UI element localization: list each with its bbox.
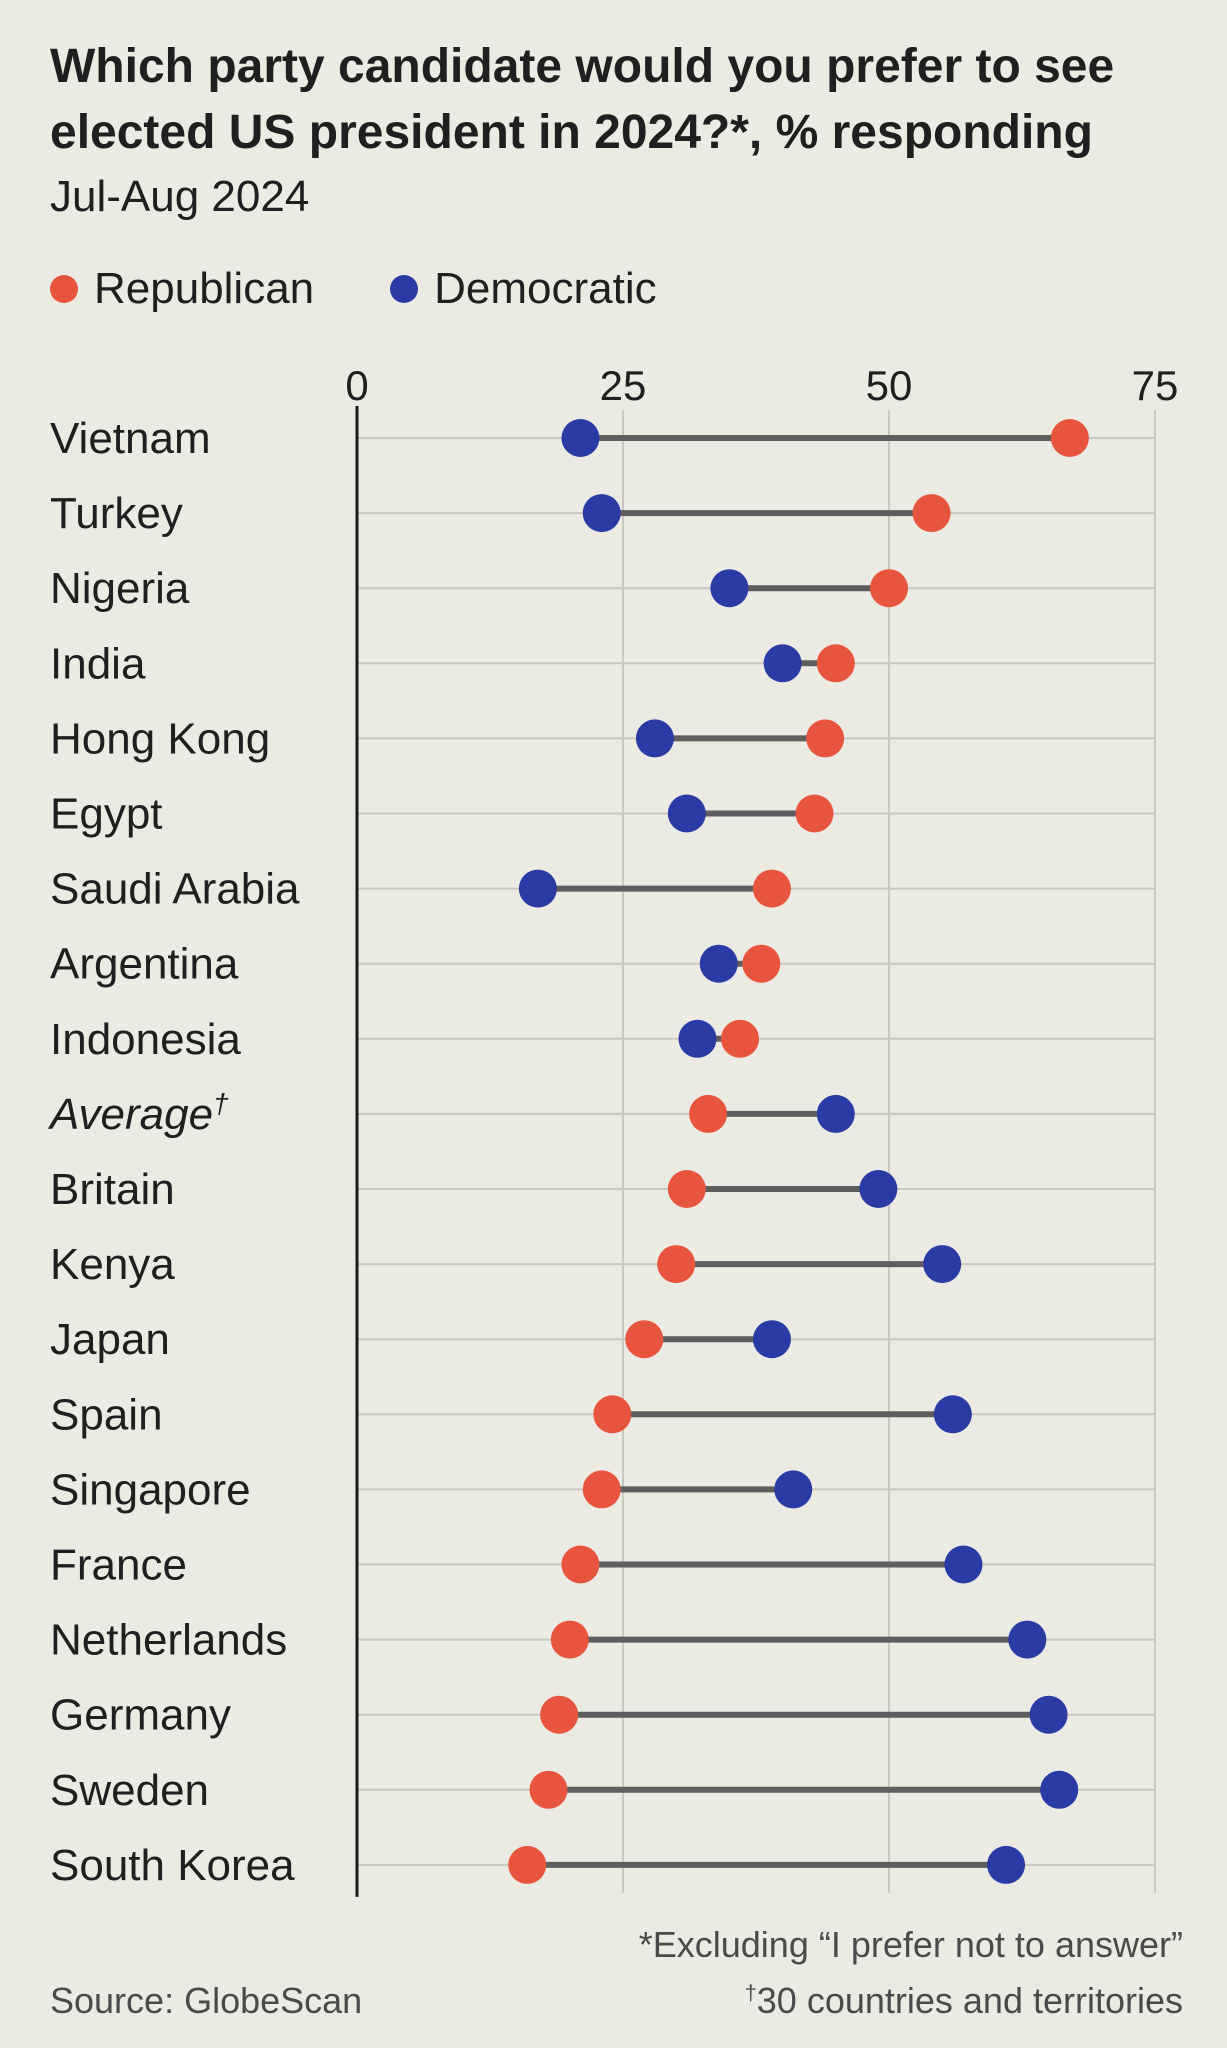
democratic-point bbox=[635, 719, 674, 758]
legend: Republican Democratic bbox=[50, 264, 733, 314]
chart-title: Which party candidate would you prefer t… bbox=[50, 40, 1115, 159]
republican-point bbox=[752, 869, 791, 908]
republican-point bbox=[561, 1545, 600, 1584]
democratic-point bbox=[561, 419, 600, 457]
democratic-point bbox=[752, 1320, 791, 1359]
category-label: India bbox=[50, 639, 146, 688]
republican-point bbox=[870, 569, 908, 608]
legend-item-democratic: Democratic bbox=[390, 264, 657, 314]
category-label: Germany bbox=[50, 1691, 231, 1740]
legend-item-republican: Republican bbox=[50, 264, 314, 314]
democratic-point bbox=[699, 944, 738, 983]
category-label: Spain bbox=[50, 1390, 163, 1439]
republican-point bbox=[721, 1019, 760, 1058]
footnote-excluding: *Excluding “I prefer not to answer” bbox=[638, 1924, 1183, 1965]
source-note: Source: GlobeScan bbox=[50, 1980, 363, 2021]
republican-point bbox=[1050, 419, 1089, 457]
democratic-point bbox=[944, 1545, 983, 1584]
republican-point bbox=[550, 1620, 589, 1659]
republican-point bbox=[806, 719, 845, 758]
republican-point bbox=[795, 794, 834, 833]
democratic-point bbox=[1008, 1620, 1047, 1659]
democratic-point bbox=[678, 1019, 717, 1058]
republican-point bbox=[529, 1770, 568, 1809]
x-tick-label-25: 25 bbox=[600, 362, 647, 409]
democratic-point bbox=[987, 1845, 1026, 1884]
republican-point bbox=[689, 1094, 728, 1133]
footnote-dagger-mark: † bbox=[744, 1980, 757, 2005]
footnote-countries: †30 countries and territories bbox=[745, 1980, 1183, 2022]
republican-point bbox=[508, 1845, 547, 1884]
category-label: Japan bbox=[50, 1315, 170, 1364]
democratic-point bbox=[763, 644, 802, 683]
category-label: Argentina bbox=[50, 940, 239, 989]
democratic-point bbox=[667, 794, 706, 833]
democratic-point bbox=[582, 494, 621, 533]
democratic-point bbox=[710, 569, 749, 608]
democratic-point bbox=[518, 869, 557, 908]
category-label: Netherlands bbox=[50, 1616, 287, 1665]
category-label: France bbox=[50, 1541, 187, 1590]
category-label: Hong Kong bbox=[50, 714, 270, 763]
category-label: Sweden bbox=[50, 1766, 209, 1815]
category-label: Indonesia bbox=[50, 1015, 241, 1064]
footnote-countries-text: 30 countries and territories bbox=[756, 1980, 1183, 2021]
democratic-point bbox=[774, 1470, 813, 1509]
democratic-point bbox=[859, 1170, 898, 1208]
category-label: Nigeria bbox=[50, 564, 190, 613]
republican-point bbox=[625, 1320, 664, 1359]
republican-point bbox=[742, 944, 781, 983]
category-label: Turkey bbox=[50, 489, 183, 538]
democratic-point bbox=[1040, 1770, 1079, 1809]
democratic-point bbox=[923, 1245, 962, 1284]
category-label: Saudi Arabia bbox=[50, 865, 300, 914]
category-label: Kenya bbox=[50, 1240, 175, 1289]
democratic-point bbox=[1029, 1695, 1068, 1734]
x-tick-label-75: 75 bbox=[1132, 362, 1179, 409]
category-label: South Korea bbox=[50, 1841, 295, 1890]
republican-point bbox=[816, 644, 855, 683]
republican-point bbox=[540, 1695, 579, 1734]
legend-swatch-democratic bbox=[390, 275, 419, 303]
x-tick-label-0: 0 bbox=[345, 362, 368, 409]
category-label: Britain bbox=[50, 1165, 175, 1214]
republican-point bbox=[657, 1245, 696, 1284]
dumbbell-chart: 0 25 50 75 Vietnam Turkey Nigeria India Hong Kon… bbox=[47, 362, 1179, 1897]
republican-point bbox=[593, 1395, 632, 1434]
category-label: Singapore bbox=[50, 1465, 251, 1514]
category-label-mark: † bbox=[213, 1088, 229, 1119]
democratic-point bbox=[933, 1395, 972, 1434]
chart-subtitle: Jul-Aug 2024 bbox=[50, 172, 310, 221]
democratic-point bbox=[816, 1094, 855, 1133]
republican-point bbox=[912, 494, 951, 533]
category-label: Egypt bbox=[50, 790, 163, 839]
x-tick-label-50: 50 bbox=[866, 362, 913, 409]
category-label: Average† bbox=[47, 1088, 229, 1139]
republican-point bbox=[582, 1470, 621, 1509]
legend-swatch-republican bbox=[50, 275, 78, 303]
legend-label-democratic: Democratic bbox=[434, 264, 657, 313]
legend-label-republican: Republican bbox=[94, 264, 315, 313]
republican-point bbox=[667, 1170, 706, 1208]
category-label: Vietnam bbox=[50, 414, 211, 463]
